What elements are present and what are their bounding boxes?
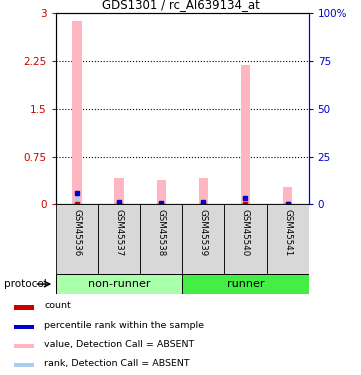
- Bar: [98, 204, 140, 274]
- Bar: [117, 202, 121, 204]
- Text: GSM45539: GSM45539: [199, 209, 208, 256]
- Bar: [241, 65, 250, 204]
- Bar: [56, 274, 182, 294]
- Bar: [14, 305, 34, 310]
- Bar: [199, 178, 208, 204]
- Bar: [114, 178, 124, 204]
- Text: GSM45536: GSM45536: [73, 209, 82, 256]
- Text: non-runner: non-runner: [88, 279, 151, 289]
- Bar: [266, 204, 309, 274]
- Bar: [283, 187, 292, 204]
- Bar: [182, 204, 225, 274]
- Bar: [159, 203, 163, 204]
- Bar: [14, 325, 34, 329]
- Text: GDS1301 / rc_AI639134_at: GDS1301 / rc_AI639134_at: [101, 0, 260, 11]
- Bar: [243, 198, 248, 204]
- Text: runner: runner: [227, 279, 264, 289]
- Text: percentile rank within the sample: percentile rank within the sample: [44, 321, 204, 330]
- Bar: [14, 344, 34, 348]
- Bar: [75, 193, 79, 204]
- Text: GSM45538: GSM45538: [157, 209, 166, 256]
- Bar: [72, 21, 82, 204]
- Text: rank, Detection Call = ABSENT: rank, Detection Call = ABSENT: [44, 359, 190, 368]
- Bar: [140, 204, 182, 274]
- Bar: [182, 274, 309, 294]
- Bar: [157, 180, 166, 204]
- Text: value, Detection Call = ABSENT: value, Detection Call = ABSENT: [44, 340, 195, 349]
- Text: count: count: [44, 302, 71, 310]
- Text: GSM45537: GSM45537: [115, 209, 123, 256]
- Bar: [14, 363, 34, 368]
- Text: GSM45541: GSM45541: [283, 209, 292, 256]
- Bar: [225, 204, 266, 274]
- Text: protocol: protocol: [4, 279, 46, 289]
- Text: GSM45540: GSM45540: [241, 209, 250, 256]
- Bar: [56, 204, 98, 274]
- Bar: [201, 202, 205, 204]
